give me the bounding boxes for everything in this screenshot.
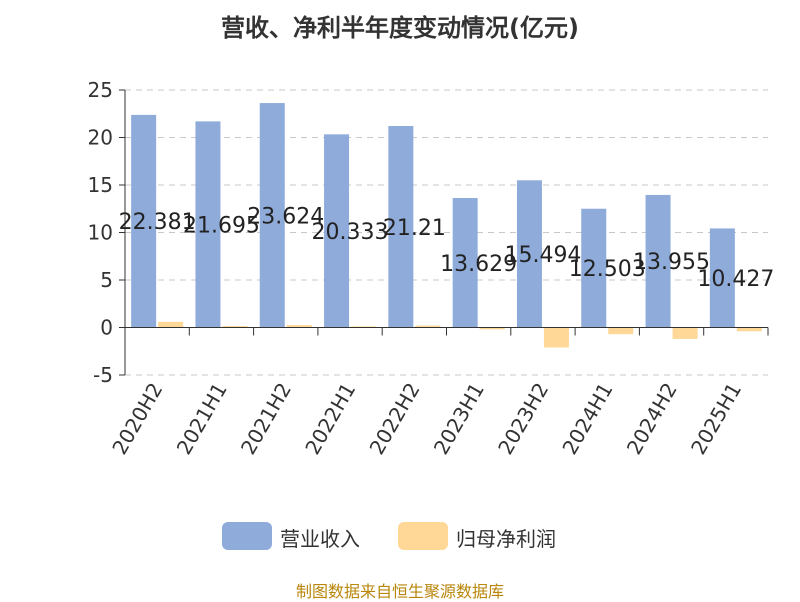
x-tick-label: 2024H2	[622, 379, 682, 459]
x-tick-label: 2022H2	[365, 379, 425, 459]
y-tick-label: 0	[100, 316, 113, 340]
legend-item-net-profit[interactable]: 归母净利润	[398, 521, 588, 551]
bar-net-profit	[479, 327, 505, 330]
y-tick-label: 25	[88, 78, 113, 102]
data-source-note: 制图数据来自恒生聚源数据库	[295, 582, 504, 601]
x-tick-label: 2023H1	[429, 379, 489, 459]
data-label-revenue: 15.494	[504, 243, 581, 268]
bar-net-profit	[608, 327, 634, 335]
y-tick-label: 20	[88, 126, 113, 150]
bar-revenue	[581, 208, 607, 328]
x-tick-label: 2022H1	[300, 379, 360, 459]
bar-net-profit	[415, 325, 441, 328]
bar-revenue	[388, 126, 414, 328]
legend-item-revenue[interactable]: 营业收入	[222, 521, 392, 551]
y-tick-label: 15	[88, 173, 113, 197]
x-tick-label: 2023H2	[493, 379, 553, 459]
legend-swatch-net-profit	[398, 522, 448, 550]
bar-revenue	[709, 228, 735, 328]
x-tick-label: 2021H1	[172, 379, 232, 459]
bar-revenue	[195, 121, 221, 328]
bar-net-profit	[672, 327, 698, 339]
x-tick-label: 2020H2	[107, 379, 167, 459]
chart-legend: 营业收入 归母净利润	[0, 521, 800, 551]
bar-net-profit	[286, 325, 312, 328]
bar-net-profit	[543, 327, 569, 348]
bar-revenue	[516, 180, 542, 328]
data-label-revenue: 21.21	[383, 216, 446, 241]
data-label-revenue: 12.503	[569, 257, 646, 282]
x-tick-label: 2024H1	[557, 379, 617, 459]
bar-net-profit	[736, 327, 762, 332]
bar-revenue	[452, 198, 478, 328]
data-label-revenue: 23.624	[247, 204, 324, 229]
legend-swatch-revenue	[222, 522, 272, 550]
bar-net-profit	[351, 326, 377, 328]
data-label-revenue: 21.695	[183, 213, 260, 238]
x-tick-label: 2021H2	[236, 379, 296, 459]
legend-label-net-profit: 归母净利润	[456, 527, 556, 551]
bar-revenue	[324, 134, 350, 328]
bar-net-profit	[158, 321, 184, 328]
data-label-revenue: 10.427	[697, 267, 774, 292]
data-label-revenue: 20.333	[312, 220, 389, 245]
y-tick-label: 5	[100, 268, 113, 292]
chart-title: 营收、净利半年度变动情况(亿元)	[221, 14, 579, 42]
bar-net-profit	[222, 326, 248, 328]
data-label-revenue: 22.381	[119, 210, 196, 235]
bar-revenue	[259, 103, 285, 328]
bar-revenue	[645, 194, 671, 328]
data-label-revenue: 13.629	[440, 252, 517, 277]
bar-revenue	[131, 114, 157, 328]
y-tick-label: 10	[88, 221, 113, 245]
data-label-revenue: 13.955	[633, 250, 710, 275]
legend-label-revenue: 营业收入	[280, 527, 360, 551]
x-tick-label: 2025H1	[686, 379, 746, 459]
y-tick-label: -5	[93, 363, 113, 387]
